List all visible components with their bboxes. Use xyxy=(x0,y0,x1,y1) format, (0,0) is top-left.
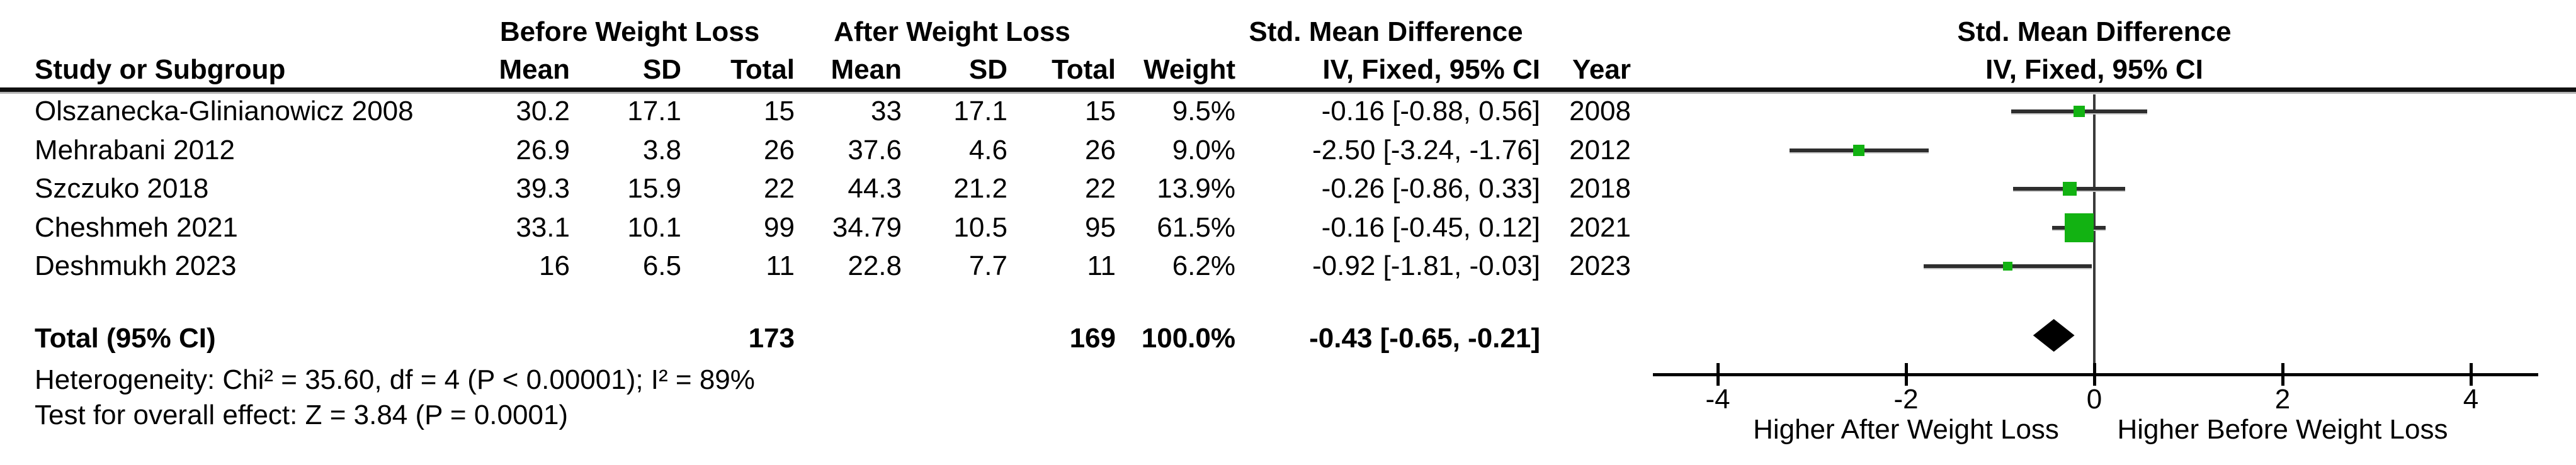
year: 2012 xyxy=(1569,135,1631,165)
effect-square xyxy=(2074,105,2085,118)
before-mean: 39.3 xyxy=(516,173,570,204)
column-header-after-mean: Mean xyxy=(831,54,902,85)
column-header-before-mean: Mean xyxy=(499,54,570,85)
total-label: Total (95% CI) xyxy=(35,323,216,354)
pooled-diamond xyxy=(2033,319,2075,352)
total-before-total: 173 xyxy=(748,323,795,354)
effect-square xyxy=(1853,145,1865,156)
weight: 61.5% xyxy=(1157,212,1235,243)
column-header-after-sd: SD xyxy=(968,54,1007,85)
smd-ci: -0.26 [-0.86, 0.33] xyxy=(1321,173,1540,204)
before-total: 11 xyxy=(766,250,795,281)
zero-reference-line xyxy=(2093,94,2096,373)
study-name: Mehrabani 2012 xyxy=(35,135,235,165)
before-sd: 10.1 xyxy=(627,212,681,243)
plot-header-sub: IV, Fixed, 95% CI xyxy=(1985,54,2203,85)
axis-tick xyxy=(2092,363,2096,386)
before-total: 26 xyxy=(764,135,795,165)
before-total: 15 xyxy=(764,96,795,126)
weight: 9.0% xyxy=(1172,135,1235,165)
after-sd: 10.5 xyxy=(953,212,1007,243)
after-total: 15 xyxy=(1085,96,1116,126)
year: 2008 xyxy=(1569,96,1631,126)
before-sd: 6.5 xyxy=(642,250,681,281)
before-mean: 16 xyxy=(539,250,570,281)
before-mean: 26.9 xyxy=(516,135,570,165)
weight: 9.5% xyxy=(1172,96,1235,126)
total-smd-ci: -0.43 [-0.65, -0.21] xyxy=(1309,323,1540,354)
group-header-before: Before Weight Loss xyxy=(499,16,760,47)
overall-effect-text: Test for overall effect: Z = 3.84 (P = 0… xyxy=(35,400,569,430)
column-header-before-total: Total xyxy=(730,54,795,85)
column-header-before-sd: SD xyxy=(642,54,681,85)
after-mean: 34.79 xyxy=(832,212,902,243)
heterogeneity-text: Heterogeneity: Chi² = 35.60, df = 4 (P <… xyxy=(35,364,755,395)
axis-tick xyxy=(2469,363,2473,386)
weight: 6.2% xyxy=(1172,250,1235,281)
header-divider-line xyxy=(0,87,2576,94)
total-after-total: 169 xyxy=(1069,323,1116,354)
year: 2021 xyxy=(1569,212,1631,243)
axis-tick-label: -4 xyxy=(1705,384,1730,415)
after-total: 22 xyxy=(1085,173,1116,204)
year: 2023 xyxy=(1569,250,1631,281)
before-total: 99 xyxy=(764,212,795,243)
smd-ci: -2.50 [-3.24, -1.76] xyxy=(1312,135,1540,165)
study-name: Olszanecka-Glinianowicz 2008 xyxy=(35,96,414,126)
after-total: 26 xyxy=(1085,135,1116,165)
before-total: 22 xyxy=(764,173,795,204)
smd-ci: -0.16 [-0.45, 0.12] xyxy=(1321,212,1540,243)
after-sd: 21.2 xyxy=(953,173,1007,204)
group-header-smd: Std. Mean Difference xyxy=(1249,16,1523,47)
study-name: Cheshmeh 2021 xyxy=(35,212,238,243)
after-mean: 22.8 xyxy=(848,250,902,281)
plot-header-title: Std. Mean Difference xyxy=(1957,16,2232,47)
axis-label-left: Higher After Weight Loss xyxy=(1753,414,2059,445)
column-header-iv-ci: IV, Fixed, 95% CI xyxy=(1322,54,1540,85)
axis-tick xyxy=(1716,363,1720,386)
axis-tick-label: 0 xyxy=(2086,384,2102,415)
after-sd: 17.1 xyxy=(953,96,1007,126)
axis-tick xyxy=(1904,363,1908,386)
before-sd: 15.9 xyxy=(627,173,681,204)
after-sd: 7.7 xyxy=(968,250,1007,281)
axis-tick-label: 2 xyxy=(2274,384,2291,415)
smd-ci: -0.16 [-0.88, 0.56] xyxy=(1321,96,1540,126)
effect-square xyxy=(2063,182,2077,196)
after-sd: 4.6 xyxy=(968,135,1007,165)
after-total: 11 xyxy=(1087,250,1116,281)
column-header-weight: Weight xyxy=(1143,54,1235,85)
smd-ci: -0.92 [-1.81, -0.03] xyxy=(1312,250,1540,281)
axis-tick xyxy=(2281,363,2284,386)
effect-square xyxy=(2003,261,2012,271)
column-header-study: Study or Subgroup xyxy=(35,54,286,85)
before-sd: 17.1 xyxy=(627,96,681,126)
study-name: Deshmukh 2023 xyxy=(35,250,237,281)
after-mean: 33 xyxy=(871,96,902,126)
axis-tick-label: 4 xyxy=(2463,384,2479,415)
before-mean: 30.2 xyxy=(516,96,570,126)
column-header-year: Year xyxy=(1572,54,1631,85)
total-weight: 100.0% xyxy=(1141,323,1235,354)
study-name: Szczuko 2018 xyxy=(35,173,209,204)
group-header-after: After Weight Loss xyxy=(834,16,1070,47)
after-total: 95 xyxy=(1085,212,1116,243)
after-mean: 37.6 xyxy=(848,135,902,165)
effect-square xyxy=(2065,213,2094,242)
axis-label-right: Higher Before Weight Loss xyxy=(2117,414,2448,445)
year: 2018 xyxy=(1569,173,1631,204)
before-mean: 33.1 xyxy=(516,212,570,243)
axis-tick-label: -2 xyxy=(1893,384,1919,415)
weight: 13.9% xyxy=(1157,173,1235,204)
column-header-after-total: Total xyxy=(1052,54,1116,85)
before-sd: 3.8 xyxy=(642,135,681,165)
after-mean: 44.3 xyxy=(848,173,902,204)
